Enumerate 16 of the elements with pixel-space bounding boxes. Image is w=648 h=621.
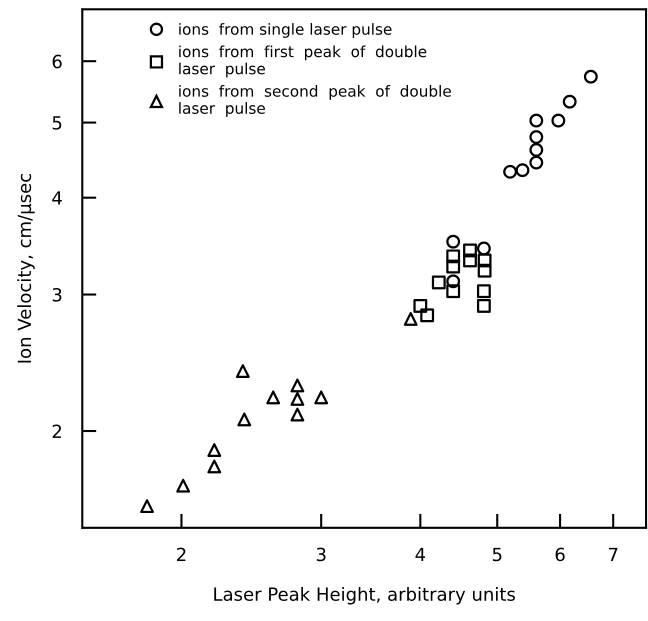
x-tick-label: 4 (415, 548, 426, 562)
y-tick-label: 3 (52, 288, 62, 302)
y-axis-title: Ion Velocity, cm/µsec (17, 174, 35, 363)
legend-label: ions from first peak of double laser pulse (179, 45, 426, 78)
x-tick-label: 7 (608, 548, 618, 562)
y-tick-label: 6 (52, 54, 62, 68)
x-tick-label: 6 (556, 548, 565, 562)
y-tick-label: 5 (52, 116, 62, 130)
x-tick-label: 3 (316, 548, 326, 562)
x-tick-label: 2 (177, 548, 186, 562)
legend-label: ions from single laser pulse (179, 23, 392, 38)
legend-label: ions from second peak of double laser pulse (179, 85, 451, 117)
y-tick-label: 4 (52, 191, 62, 205)
x-axis-title: Laser Peak Height, arbitrary units (214, 586, 515, 604)
x-tick-label: 5 (492, 548, 502, 562)
y-tick-label: 2 (52, 424, 62, 438)
